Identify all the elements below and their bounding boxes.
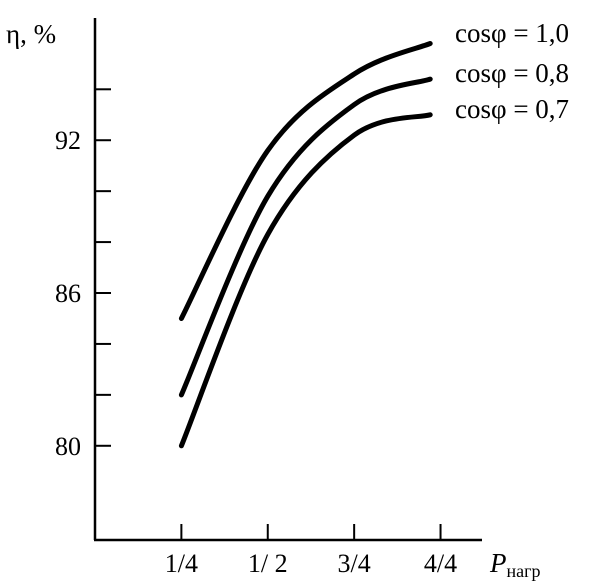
x-tick-label-1: 1/ 2 xyxy=(248,549,288,578)
y-tick-label-92: 92 xyxy=(55,126,81,155)
axes xyxy=(93,18,482,542)
series-curves xyxy=(178,41,433,449)
y-ticks: 80 86 92 xyxy=(55,88,111,461)
labels: η, % Pнагр cosφ = 1,0 cosφ = 0,8 cosφ = 0,… xyxy=(6,18,569,581)
x-axis-label: Pнагр xyxy=(489,548,541,581)
series-line-3 xyxy=(178,112,433,449)
series-line-1 xyxy=(178,41,433,321)
x-ticks: 1/4 1/ 2 3/4 4/4 xyxy=(165,524,457,578)
y-tick-label-80: 80 xyxy=(55,432,81,461)
x-tick-label-3: 4/4 xyxy=(424,549,457,578)
x-axis-label-subscript: нагр xyxy=(507,561,541,581)
y-axis-label: η, % xyxy=(6,19,56,49)
x-axis-label-main: P xyxy=(489,548,507,578)
series-label-3: cosφ = 0,7 xyxy=(455,94,569,124)
series-label-2: cosφ = 0,8 xyxy=(455,58,569,88)
series-label-1: cosφ = 1,0 xyxy=(455,18,569,48)
x-tick-label-2: 3/4 xyxy=(338,549,371,578)
y-tick-label-86: 86 xyxy=(55,279,81,308)
series-line-2 xyxy=(178,76,433,398)
x-tick-label-0: 1/4 xyxy=(165,549,198,578)
